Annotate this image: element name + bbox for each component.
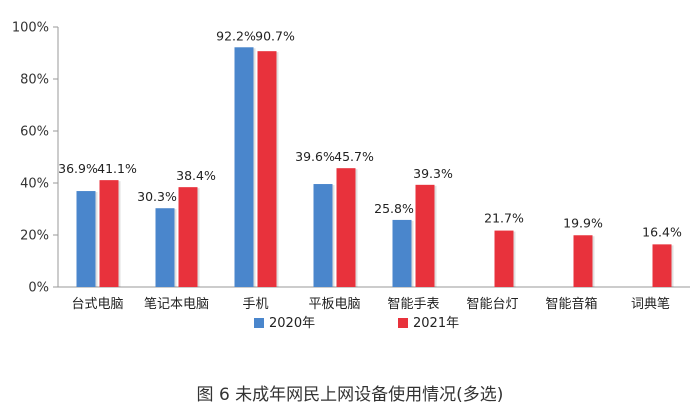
figure-caption: 图 6 未成年网民上网设备使用情况(多选) — [196, 385, 504, 405]
bar-2021 — [178, 187, 198, 287]
data-label-2021: 21.7% — [484, 211, 524, 226]
bar-2020 — [313, 184, 333, 287]
x-tick-label: 智能手表 — [387, 297, 439, 312]
bar-2021 — [415, 184, 435, 287]
data-label-2021: 19.9% — [563, 215, 603, 230]
y-tick-label: 0% — [28, 281, 49, 296]
x-tick-label: 手机 — [242, 297, 268, 312]
bar-2021 — [652, 244, 672, 287]
data-label-2021: 41.1% — [97, 161, 137, 176]
legend-label-2021: 2021年 — [413, 316, 459, 331]
bar-2020 — [155, 208, 175, 287]
data-label-2020: 30.3% — [137, 189, 177, 204]
bar-2021 — [336, 168, 356, 287]
data-label-2021: 38.4% — [176, 168, 216, 183]
data-label-2020: 25.8% — [374, 201, 414, 216]
y-tick-label: 80% — [20, 73, 49, 88]
y-tick-label: 60% — [20, 125, 49, 140]
x-tick-label: 词典笔 — [631, 296, 670, 312]
data-label-2020: 39.6% — [295, 149, 335, 164]
data-label-2021: 39.3% — [413, 166, 453, 181]
bar-2020 — [392, 219, 412, 287]
bar-2021 — [573, 235, 593, 287]
data-label-2021: 90.7% — [255, 28, 295, 43]
x-tick-label: 笔记本电脑 — [144, 296, 209, 312]
x-tick-label: 平板电脑 — [308, 297, 360, 312]
data-label-2020: 36.9% — [58, 161, 98, 176]
x-tick-label: 智能台灯 — [466, 297, 518, 312]
data-label-2021: 16.4% — [642, 224, 682, 239]
bar-2020 — [234, 47, 254, 287]
bar-2021 — [494, 230, 514, 287]
y-tick-label: 20% — [20, 229, 49, 244]
bar-2021 — [257, 51, 277, 288]
legend-swatch-2021 — [398, 318, 408, 328]
bar-chart: 0% 20% 40% 60% 80% 100% 36.9% 41.1% 台式电脑 30.3% 38.… — [12, 21, 690, 331]
y-tick-label: 100% — [12, 21, 49, 36]
y-tick-label: 40% — [20, 177, 49, 192]
data-label-2020: 92.2% — [216, 28, 256, 43]
legend-label-2020: 2020年 — [269, 316, 315, 331]
x-tick-label: 智能音箱 — [545, 296, 597, 312]
bar-2020 — [76, 191, 96, 287]
bar-2021 — [99, 180, 119, 287]
legend-swatch-2020 — [254, 318, 264, 328]
data-label-2021: 45.7% — [334, 149, 374, 164]
x-tick-label: 台式电脑 — [71, 297, 123, 312]
